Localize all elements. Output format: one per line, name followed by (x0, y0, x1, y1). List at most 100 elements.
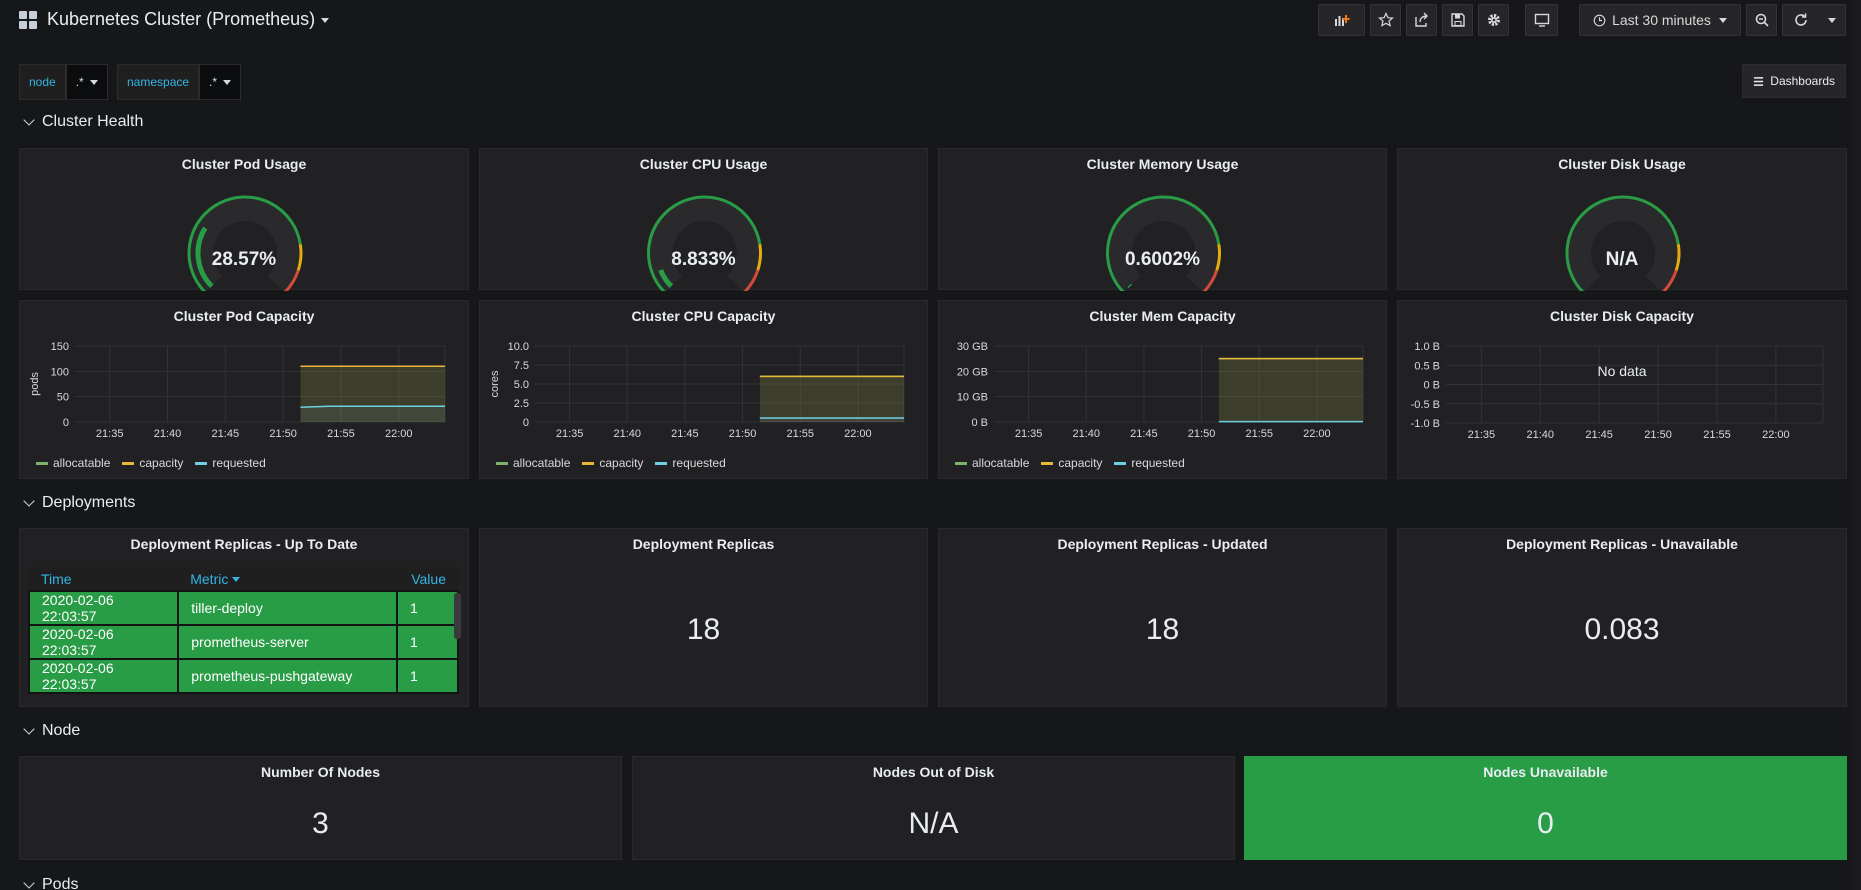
panel-number-of-nodes[interactable]: Number Of Nodes 3 (19, 756, 622, 860)
table-cell: 1 (396, 658, 459, 694)
share-button[interactable] (1406, 4, 1437, 36)
panel-title: Cluster CPU Usage (639, 156, 768, 172)
x-tick-label: 21:35 (96, 428, 124, 440)
table-row: 2020-02-06 22:03:57 prometheus-pushgatew… (27, 658, 459, 694)
x-tick-label: 21:40 (154, 428, 182, 440)
stat-value: 18 (1145, 613, 1180, 646)
share-icon (1414, 12, 1428, 27)
data-table: Time Metric Value 2020-02-06 22:03:57 ti… (27, 567, 459, 694)
x-tick-label: 21:40 (1526, 429, 1554, 441)
dashboards-link-label: Dashboards (1770, 74, 1835, 88)
legend-item[interactable]: capacity (582, 456, 643, 470)
y-tick-label: 100 (51, 366, 69, 378)
gauge-threshold-crit (1662, 269, 1678, 291)
legend-item[interactable]: allocatable (36, 456, 110, 470)
gauge-threshold-warn (296, 244, 303, 271)
clock-icon (1593, 14, 1606, 26)
legend-item[interactable]: allocatable (496, 456, 570, 470)
y-tick-label: 0 B (1423, 380, 1440, 392)
variable-namespace-select[interactable]: .* (199, 64, 242, 100)
legend-item[interactable]: requested (655, 456, 726, 470)
panel-cluster-disk-usage[interactable]: Cluster Disk Usage N/A (1397, 148, 1847, 291)
add-panel-button[interactable] (1318, 4, 1365, 36)
row-title: Pods (42, 876, 79, 890)
chevron-down-icon (321, 17, 330, 23)
legend-item[interactable]: requested (1114, 456, 1185, 470)
panel-deployment-replicas-up-to-date[interactable]: Deployment Replicas - Up To Date Time Me… (19, 528, 469, 707)
legend-item[interactable]: allocatable (955, 456, 1029, 470)
no-data-label: No data (1597, 363, 1647, 379)
y-tick-label: 0.5 B (1414, 360, 1440, 372)
column-header-value[interactable]: Value (397, 567, 458, 592)
legend-item[interactable]: capacity (1041, 456, 1102, 470)
legend-item[interactable]: capacity (122, 456, 183, 470)
legend-label: capacity (599, 456, 644, 470)
y-tick-label: 30 GB (957, 341, 988, 353)
column-header-label: Metric (190, 570, 229, 587)
gauge-threshold-crit (743, 269, 760, 291)
time-range-picker[interactable]: Last 30 minutes (1579, 4, 1741, 36)
save-button[interactable] (1442, 4, 1473, 36)
x-tick-label: 21:45 (1130, 428, 1158, 440)
y-tick-label: 0 (523, 417, 529, 429)
panel-cluster-cpu-capacity[interactable]: Cluster CPU Capacity 10.0 7.5 5.0 2.5 0 21:35… (479, 300, 928, 479)
panel-nodes-unavailable[interactable]: Nodes Unavailable 0 (1244, 756, 1847, 860)
dashboard-grid-icon[interactable] (19, 11, 37, 29)
star-button[interactable] (1370, 4, 1401, 36)
tv-mode-button[interactable] (1525, 4, 1558, 36)
page-scrollbar[interactable] (1853, 0, 1861, 890)
legend-item[interactable]: requested (195, 456, 266, 470)
panel-cluster-pod-capacity[interactable]: Cluster Pod Capacity 150 100 50 0 21:35 21:40… (19, 300, 469, 479)
column-header-time[interactable]: Time (29, 567, 179, 592)
row-node[interactable]: Node (23, 722, 80, 740)
panel-nodes-out-of-disk[interactable]: Nodes Out of Disk N/A (632, 756, 1235, 860)
table-row: 2020-02-06 22:03:57 tiller-deploy 1 (27, 590, 459, 626)
gauge-threshold-ok (1106, 195, 1221, 291)
panel-cluster-mem-capacity[interactable]: Cluster Mem Capacity 30 GB 20 GB 10 GB 0 B 2… (938, 300, 1387, 479)
y-tick-label: 2.5 (514, 398, 529, 410)
x-tick-label: 21:55 (1703, 429, 1731, 441)
y-tick-label: 150 (51, 341, 69, 353)
x-tick-label: 22:00 (844, 428, 872, 440)
gauge-threshold-crit (284, 269, 300, 291)
x-tick-label: 21:45 (212, 428, 240, 440)
panel-cluster-cpu-usage[interactable]: Cluster CPU Usage 8.833% (479, 148, 928, 291)
add-panel-icon (1334, 15, 1349, 26)
row-cluster-health[interactable]: Cluster Health (23, 113, 143, 131)
panel-deployment-replicas-unavailable[interactable]: Deployment Replicas - Unavailable 0.083 (1397, 528, 1847, 707)
variable-node-select[interactable]: .* (65, 64, 108, 100)
panel-cluster-memory-usage[interactable]: Cluster Memory Usage 0.6002% (938, 148, 1387, 291)
x-tick-label: 22:00 (385, 428, 413, 440)
series-area (759, 417, 904, 422)
row-deployments[interactable]: Deployments (23, 494, 136, 512)
y-tick-label: 0 (63, 417, 69, 429)
y-tick-label: 10.0 (508, 341, 529, 353)
dashboards-link[interactable]: Dashboards (1742, 64, 1846, 98)
settings-button[interactable] (1478, 4, 1509, 36)
column-header-metric[interactable]: Metric (178, 567, 398, 592)
table-scrollbar[interactable] (454, 593, 461, 639)
zoom-out-button[interactable] (1746, 4, 1777, 36)
chevron-down-icon (1827, 17, 1836, 23)
series-area (1218, 358, 1363, 422)
legend-label: requested (1131, 456, 1185, 470)
dashboard-title[interactable]: Kubernetes Cluster (Prometheus) (47, 9, 330, 30)
x-tick-label: 21:50 (729, 428, 757, 440)
panel-cluster-pod-usage[interactable]: Cluster Pod Usage 28.57% (19, 148, 469, 291)
panel-deployment-replicas-updated[interactable]: Deployment Replicas - Updated 18 (938, 528, 1387, 707)
gauge-threshold-ok (187, 195, 302, 291)
gauge-threshold-ok (1565, 195, 1680, 291)
variable-namespace: namespace .* (117, 64, 242, 100)
time-range-label: Last 30 minutes (1612, 12, 1711, 28)
chevron-down-icon (23, 114, 35, 126)
dashboard-title-text: Kubernetes Cluster (Prometheus) (47, 9, 316, 29)
gauge-value: 0.6002% (1124, 249, 1200, 270)
row-pods[interactable]: Pods (23, 876, 79, 890)
table-cell: prometheus-pushgateway (177, 658, 399, 694)
refresh-button[interactable] (1782, 4, 1846, 36)
panel-deployment-replicas[interactable]: Deployment Replicas 18 (479, 528, 928, 707)
row-title: Deployments (42, 494, 136, 511)
panel-cluster-disk-capacity[interactable]: Cluster Disk Capacity 1.0 B 0.5 B 0 B -0.5 … (1397, 300, 1847, 479)
y-axis-label: pods (29, 372, 41, 396)
chevron-down-icon (89, 79, 98, 85)
